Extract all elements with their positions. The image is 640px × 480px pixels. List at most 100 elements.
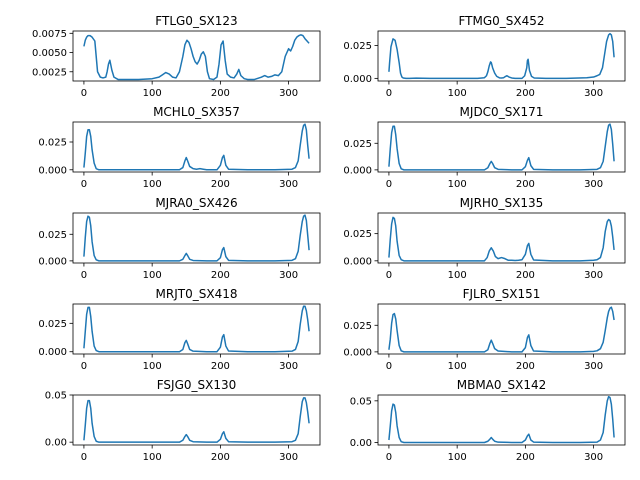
subplot-9: FSJG0_SX130 0 100 200 300 0.00 0.05 <box>45 378 321 463</box>
y-tick-label: 0.000 <box>343 256 372 267</box>
x-tick-label: 0 <box>81 179 87 190</box>
x-tick-label: 100 <box>143 179 162 190</box>
axes-frame <box>377 394 626 446</box>
subplot-3: MCHL0_SX357 0 100 200 300 0.000 0.025 <box>38 105 321 190</box>
y-tick-label: 0.000 <box>343 74 372 85</box>
axes-frame <box>377 121 626 173</box>
x-tick-label: 0 <box>81 361 87 372</box>
subplot-2: FTMG0_SX452 0 100 200 300 0.000 0.025 <box>343 14 626 99</box>
y-tick-label: 0.025 <box>343 139 372 150</box>
y-tick-label: 0.025 <box>343 41 372 52</box>
x-tick-label: 0 <box>386 452 392 463</box>
y-tick-label: 0.000 <box>343 165 372 176</box>
subplot-title: FTLG0_SX123 <box>155 14 237 28</box>
x-tick-label: 300 <box>279 452 298 463</box>
series-line <box>83 123 310 171</box>
y-tick-label: 0.05 <box>45 391 67 402</box>
y-tick-label: 0.000 <box>38 165 67 176</box>
y-tick-label: 0.0075 <box>32 29 67 40</box>
subplot-7: MRJT0_SX418 0 100 200 300 0.000 0.025 <box>38 287 321 372</box>
subplot-title: MJDC0_SX171 <box>460 105 544 119</box>
x-tick-label: 300 <box>279 361 298 372</box>
subplot-6: MJRH0_SX135 0 100 200 300 0.000 0.025 <box>343 196 626 281</box>
x-tick-label: 100 <box>448 361 467 372</box>
subplot-title: MJRH0_SX135 <box>460 196 544 210</box>
x-tick-label: 0 <box>81 270 87 281</box>
subplot-4: MJDC0_SX171 0 100 200 300 0.000 0.025 <box>343 105 626 190</box>
x-tick-label: 200 <box>516 270 535 281</box>
series-line <box>388 32 615 80</box>
axes-frame <box>72 303 321 355</box>
x-tick-label: 200 <box>516 179 535 190</box>
x-tick-label: 300 <box>279 179 298 190</box>
series-line <box>83 305 310 353</box>
x-tick-label: 100 <box>448 270 467 281</box>
series-line <box>83 34 310 81</box>
x-tick-label: 200 <box>211 361 230 372</box>
subplot-8: FJLR0_SX151 0 100 200 300 0.000 0.025 <box>343 287 626 372</box>
x-tick-label: 0 <box>81 88 87 99</box>
x-tick-label: 200 <box>516 361 535 372</box>
y-tick-label: 0.000 <box>38 347 67 358</box>
x-tick-label: 200 <box>211 88 230 99</box>
x-tick-label: 300 <box>584 361 603 372</box>
x-tick-label: 0 <box>386 88 392 99</box>
x-tick-label: 100 <box>448 179 467 190</box>
y-tick-label: 0.025 <box>343 229 372 240</box>
y-tick-label: 0.025 <box>343 321 372 332</box>
subplot-10: MBMA0_SX142 0 100 200 300 0.00 0.05 <box>350 378 626 463</box>
x-tick-label: 200 <box>211 179 230 190</box>
axes-frame <box>72 394 321 446</box>
subplot-title: MBMA0_SX142 <box>457 378 547 392</box>
axes-frame <box>72 212 321 264</box>
y-tick-label: 0.0025 <box>32 67 67 78</box>
subplot-title: MRJT0_SX418 <box>156 287 238 301</box>
series-line <box>388 123 615 171</box>
x-tick-label: 200 <box>211 452 230 463</box>
subplot-5: MJRA0_SX426 0 100 200 300 0.000 0.025 <box>38 196 321 281</box>
axes-frame <box>377 30 626 82</box>
subplot-title: FTMG0_SX452 <box>458 14 544 28</box>
y-tick-label: 0.000 <box>343 347 372 358</box>
subplot-title: MJRA0_SX426 <box>155 196 237 210</box>
series-line <box>388 216 615 262</box>
x-tick-label: 200 <box>516 452 535 463</box>
y-tick-label: 0.00 <box>45 438 67 449</box>
x-tick-label: 300 <box>584 270 603 281</box>
axes-frame <box>72 121 321 173</box>
x-tick-label: 300 <box>279 270 298 281</box>
x-tick-label: 100 <box>143 270 162 281</box>
x-tick-label: 300 <box>584 452 603 463</box>
y-tick-label: 0.025 <box>38 138 67 149</box>
axes-frame <box>377 212 626 264</box>
y-tick-label: 0.05 <box>350 396 372 407</box>
subplot-1: FTLG0_SX123 0 100 200 300 0.0025 0.0050 0.0075 <box>32 14 321 99</box>
series-line <box>388 306 615 353</box>
x-tick-label: 200 <box>516 88 535 99</box>
x-tick-label: 300 <box>279 88 298 99</box>
axes-frame <box>72 30 321 82</box>
x-tick-label: 0 <box>81 452 87 463</box>
x-tick-label: 0 <box>386 179 392 190</box>
x-tick-label: 0 <box>386 270 392 281</box>
y-tick-label: 0.025 <box>38 319 67 330</box>
axes-frame <box>377 303 626 355</box>
x-tick-label: 300 <box>584 179 603 190</box>
subplot-title: MCHL0_SX357 <box>153 105 240 119</box>
series-line <box>83 214 310 262</box>
x-tick-label: 100 <box>143 452 162 463</box>
x-tick-label: 100 <box>143 88 162 99</box>
y-tick-label: 0.000 <box>38 256 67 267</box>
x-tick-label: 100 <box>448 452 467 463</box>
series-line <box>83 397 310 443</box>
x-tick-label: 200 <box>211 270 230 281</box>
subplot-title: FSJG0_SX130 <box>157 378 237 392</box>
series-line <box>388 395 615 444</box>
y-tick-label: 0.00 <box>350 438 372 449</box>
subplot-title: FJLR0_SX151 <box>463 287 541 301</box>
y-tick-label: 0.0050 <box>32 48 67 59</box>
x-tick-label: 100 <box>448 88 467 99</box>
x-tick-label: 0 <box>386 361 392 372</box>
